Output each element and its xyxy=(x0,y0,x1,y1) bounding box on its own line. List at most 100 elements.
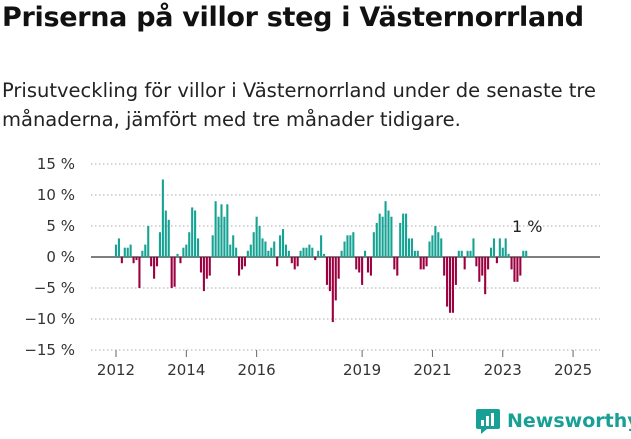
x-tick-label: 2021 xyxy=(413,361,451,379)
bar xyxy=(290,257,293,264)
bar xyxy=(410,238,413,257)
bar xyxy=(387,210,390,257)
bar xyxy=(393,257,396,270)
bar xyxy=(176,253,179,257)
bar xyxy=(276,257,279,267)
bar xyxy=(375,222,378,257)
bar xyxy=(135,257,138,261)
bar xyxy=(328,257,331,292)
bar xyxy=(366,257,370,273)
bar xyxy=(346,235,349,257)
bar xyxy=(516,257,519,282)
bar xyxy=(296,257,299,267)
bar xyxy=(173,257,176,287)
latest-value-annotation: 1 % xyxy=(512,217,542,236)
bar xyxy=(425,257,428,267)
bar xyxy=(194,210,197,257)
bar xyxy=(214,201,217,257)
bar xyxy=(419,257,422,270)
bar xyxy=(320,235,323,257)
y-tick-label: 10 % xyxy=(37,186,75,204)
bar xyxy=(451,257,454,313)
bar xyxy=(525,250,528,257)
bar xyxy=(352,232,355,257)
bar xyxy=(372,232,375,257)
bar xyxy=(443,257,446,276)
bar xyxy=(381,216,384,257)
bar xyxy=(302,247,305,257)
bar xyxy=(217,216,220,257)
bar xyxy=(167,219,170,257)
bar xyxy=(469,250,472,257)
bar xyxy=(492,238,496,257)
y-tick-label: 0 % xyxy=(46,248,75,266)
bar xyxy=(522,250,525,257)
bar xyxy=(487,257,490,270)
bar xyxy=(240,257,244,270)
bar xyxy=(413,250,416,257)
bar xyxy=(293,257,296,270)
bar xyxy=(334,257,337,301)
bar xyxy=(205,257,208,279)
bar xyxy=(501,247,504,257)
x-axis: 2012 2014 2016 2019 2021 2023 2025 xyxy=(97,350,592,379)
bar xyxy=(504,238,507,257)
bar xyxy=(390,216,393,257)
bar xyxy=(340,250,343,257)
bar xyxy=(273,241,276,257)
x-tick-label: 2019 xyxy=(343,361,381,379)
bar xyxy=(396,257,399,276)
bar xyxy=(279,235,282,257)
bar xyxy=(261,238,264,257)
bar xyxy=(235,247,238,257)
bar xyxy=(384,201,387,257)
bar xyxy=(170,257,173,288)
bar xyxy=(202,257,205,292)
bar xyxy=(466,250,469,257)
chart-subtitle: Prisutveckling för villor i Västernorrla… xyxy=(2,79,597,131)
bar xyxy=(355,257,358,270)
bar xyxy=(369,257,372,276)
bar xyxy=(463,257,466,270)
bar xyxy=(472,238,475,257)
bar xyxy=(129,244,132,257)
bar xyxy=(510,257,513,270)
bar xyxy=(428,241,431,257)
bar xyxy=(287,250,290,257)
newsworthy-logo: Newsworthy xyxy=(475,406,631,436)
bar xyxy=(153,257,156,279)
bar xyxy=(343,241,346,257)
bar xyxy=(399,222,402,257)
bar xyxy=(144,244,147,257)
bar xyxy=(498,238,501,257)
bar xyxy=(308,244,311,257)
y-tick-label: 5 % xyxy=(46,217,75,235)
bar xyxy=(284,244,287,257)
bar xyxy=(132,257,135,264)
bar xyxy=(258,226,261,257)
newsworthy-logo-icon xyxy=(476,409,500,434)
bar xyxy=(238,257,241,276)
bar xyxy=(337,257,340,279)
bar xyxy=(314,257,317,261)
bar xyxy=(311,247,314,257)
bar xyxy=(114,244,118,257)
bar xyxy=(226,204,229,257)
bar xyxy=(407,238,411,257)
bar xyxy=(364,250,367,257)
bar xyxy=(199,257,203,273)
bar xyxy=(179,257,182,264)
x-tick-label: 2023 xyxy=(484,361,522,379)
bar xyxy=(454,257,457,285)
x-tick-label: 2016 xyxy=(238,361,276,379)
bar xyxy=(141,250,144,257)
bar xyxy=(446,257,449,307)
bar xyxy=(255,216,258,257)
bar xyxy=(223,216,226,257)
y-tick-label: 15 % xyxy=(37,155,75,173)
bar xyxy=(267,250,270,257)
bar xyxy=(416,250,419,257)
bar xyxy=(252,232,255,257)
bar xyxy=(220,204,223,257)
y-tick-label: −5 % xyxy=(34,279,75,297)
